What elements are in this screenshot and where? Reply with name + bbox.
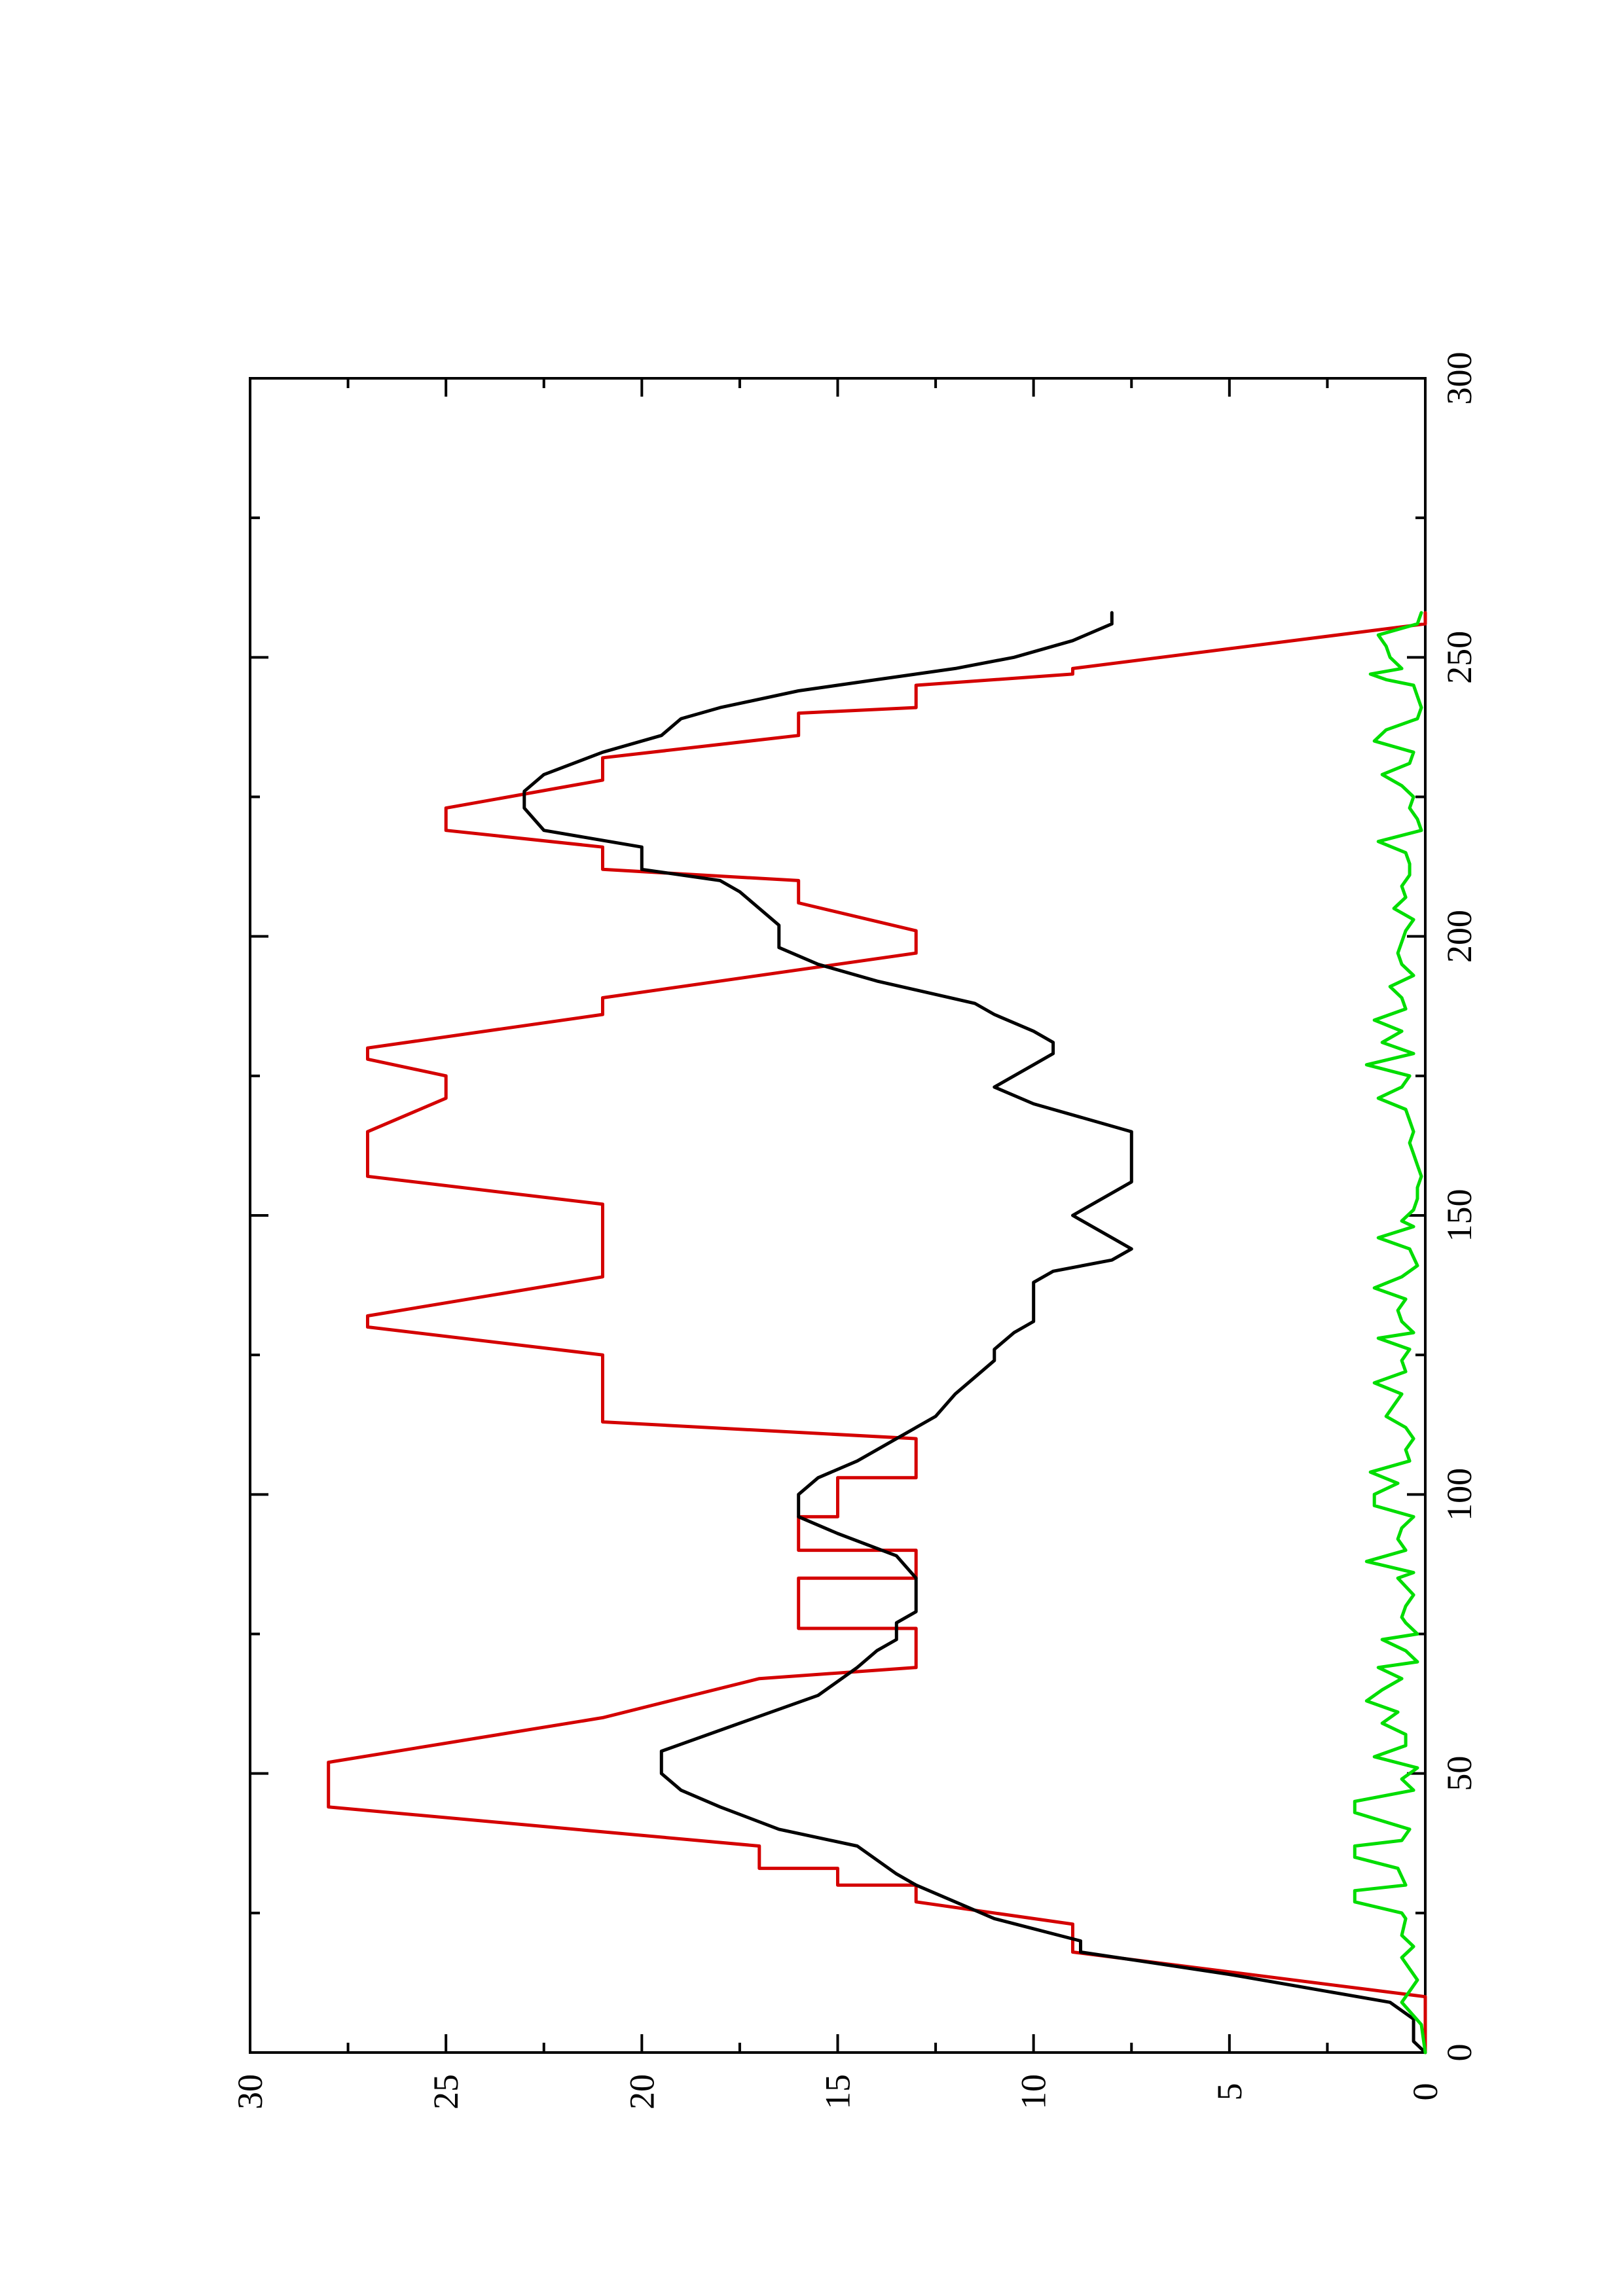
x-tick-label: 0 (1440, 2044, 1479, 2062)
plot-frame (249, 377, 1427, 2054)
series-line-green (1353, 611, 1427, 2054)
x-tick-label: 50 (1440, 1756, 1479, 1791)
x-tick-label: 150 (1440, 1189, 1479, 1242)
series-line-black (522, 611, 1427, 2054)
y-tick-label: 30 (230, 2074, 270, 2109)
x-tick-label: 100 (1440, 1468, 1479, 1521)
y-tick-label: 15 (818, 2074, 858, 2109)
y-tick-label: 5 (1210, 2083, 1249, 2101)
series-line-red (327, 611, 1427, 2054)
x-tick-label: 300 (1440, 352, 1479, 405)
y-tick-label: 0 (1406, 2083, 1445, 2101)
plot-area: 0 50 100 150 200 250 300 0 5 10 15 20 25 30 (230, 352, 1479, 2110)
y-tick-label: 25 (426, 2074, 465, 2109)
y-tick-label: 10 (1014, 2074, 1053, 2109)
x-tick-label: 200 (1440, 910, 1479, 963)
y-tick-label: 20 (622, 2074, 661, 2109)
x-tick-label: 250 (1440, 631, 1479, 684)
